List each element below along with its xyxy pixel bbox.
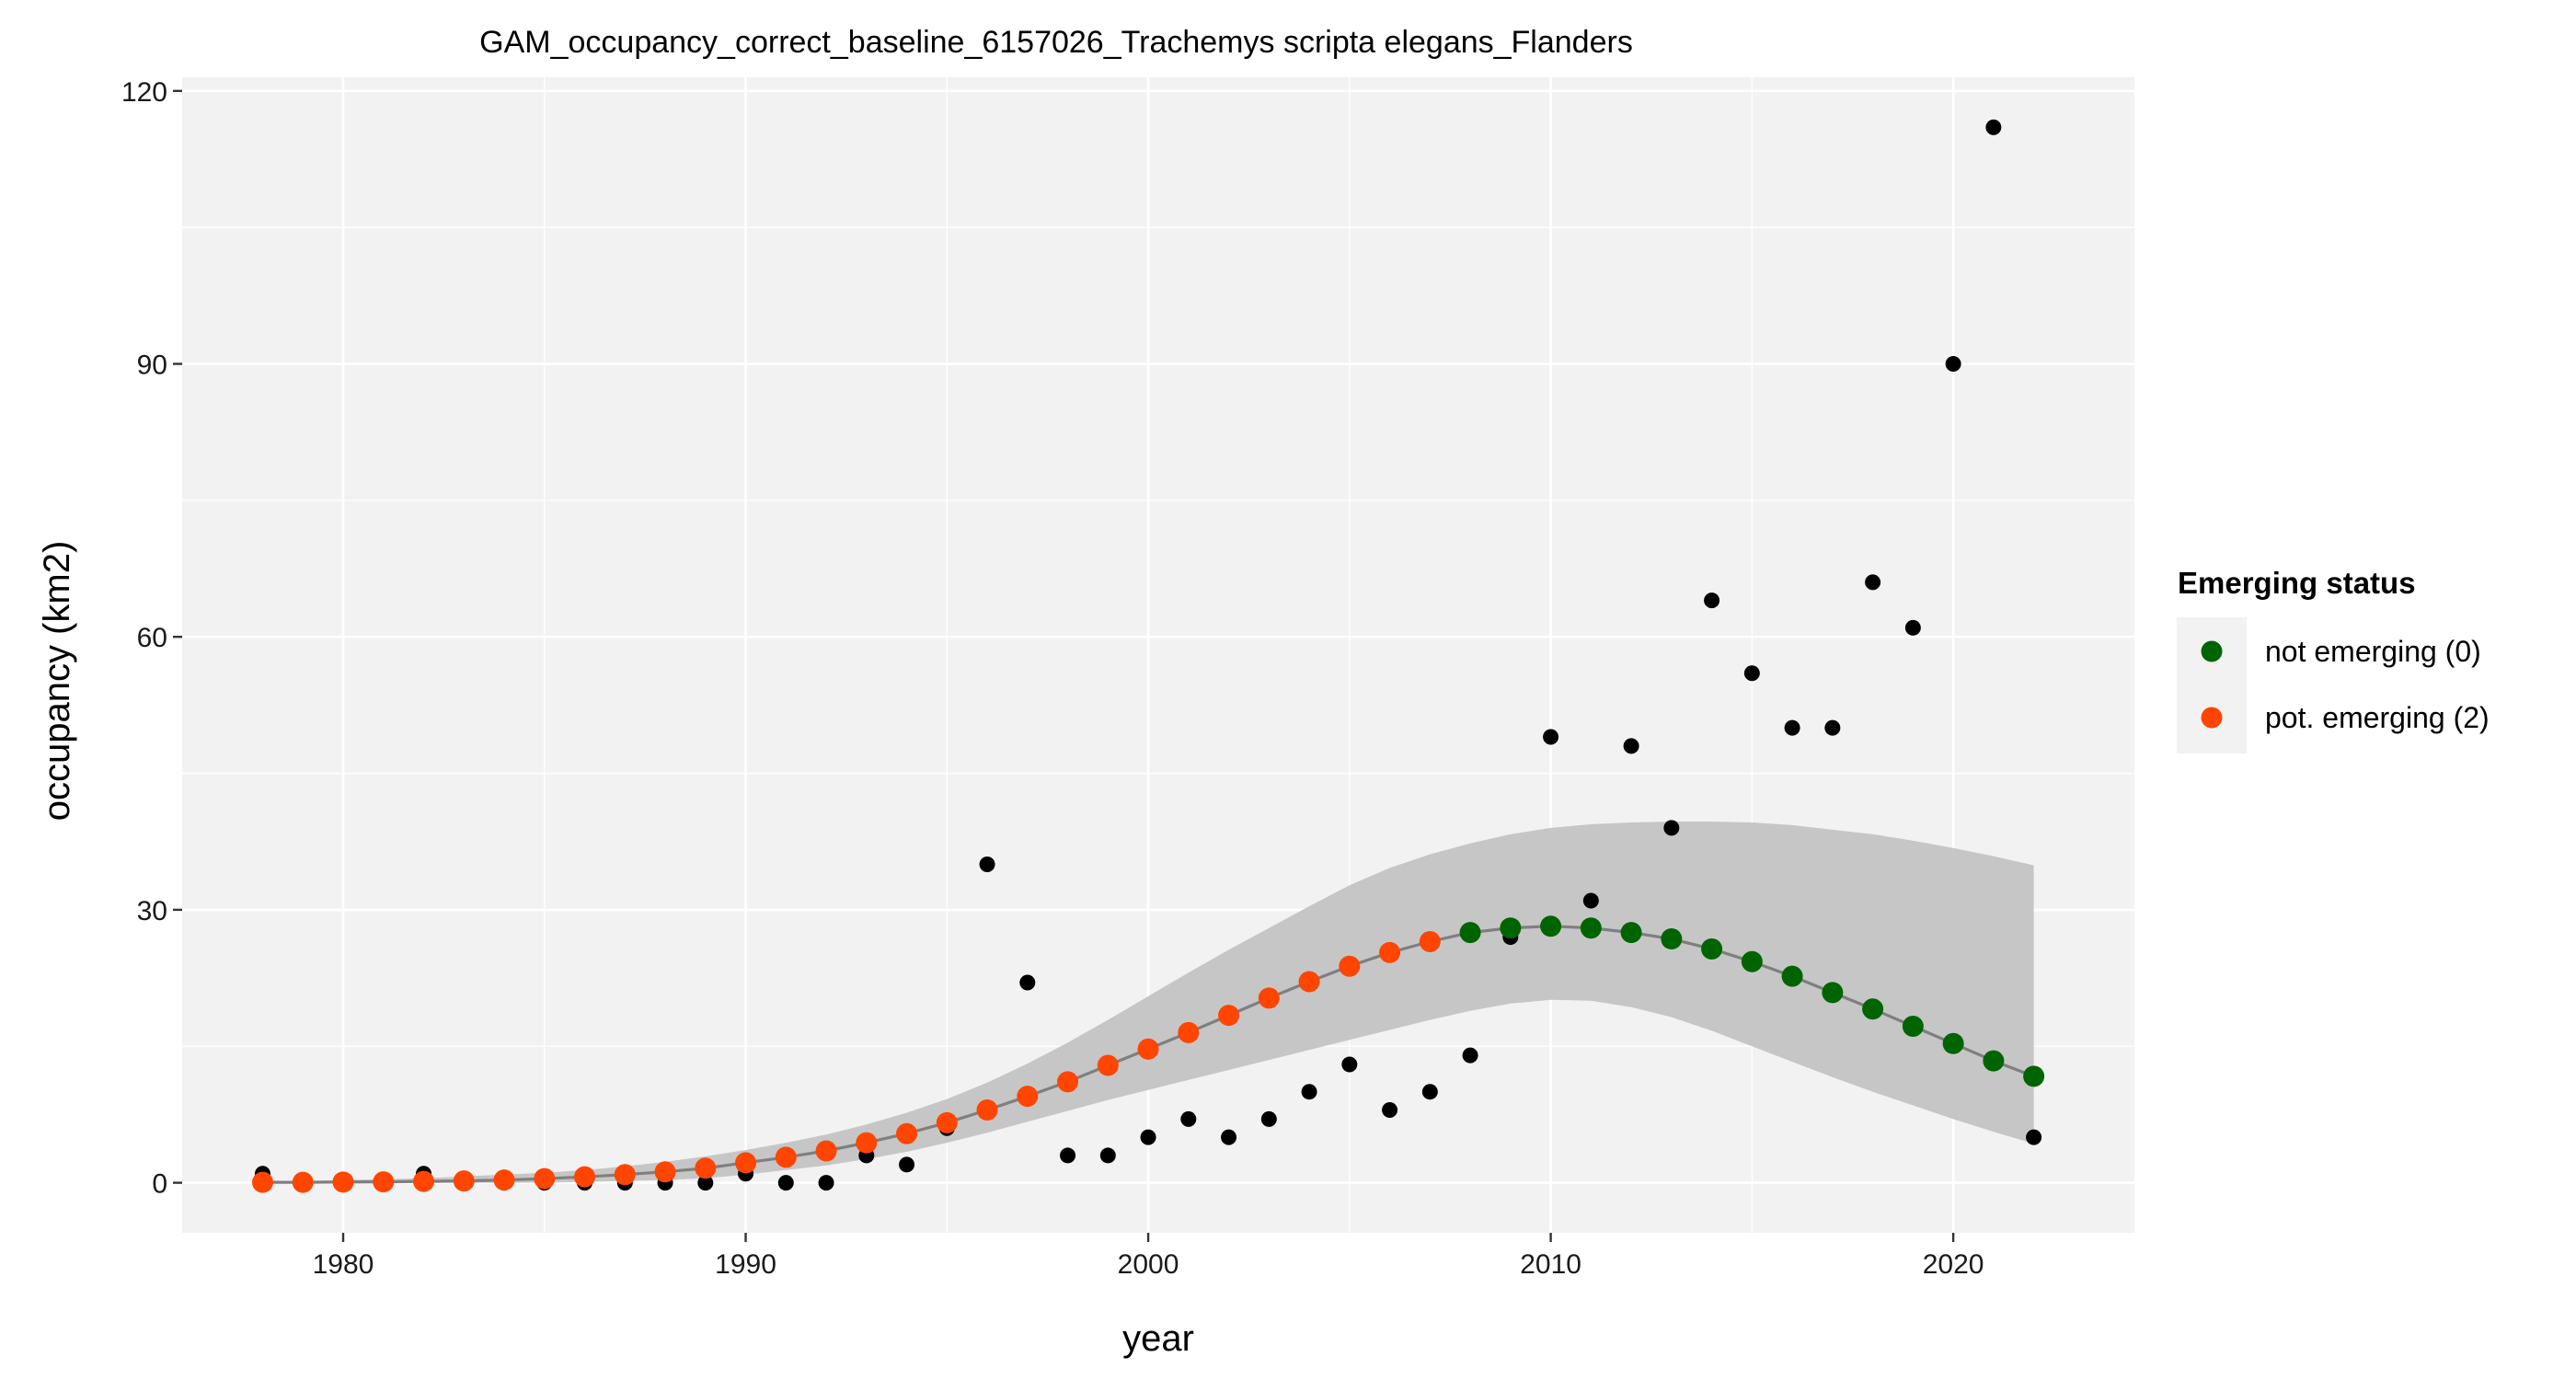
observed-point (1301, 1084, 1317, 1100)
emerging-status-point (1017, 1086, 1039, 1108)
emerging-status-point (252, 1171, 274, 1193)
y-tick-label: 60 (137, 623, 167, 653)
emerging-status-point (815, 1140, 837, 1162)
emerging-status-point (1258, 987, 1280, 1009)
emerging-status-point (1097, 1054, 1119, 1076)
y-tick-label: 120 (121, 77, 167, 108)
legend-title: Emerging status (2178, 566, 2416, 600)
emerging-status-point (654, 1161, 676, 1183)
emerging-status-point (1862, 998, 1884, 1020)
emerging-status-point (1218, 1005, 1240, 1027)
observed-point (1582, 892, 1599, 909)
observed-point (1784, 719, 1800, 736)
observed-point (1260, 1110, 1277, 1127)
observed-point (1904, 619, 1921, 636)
observed-point (2026, 1129, 2042, 1145)
x-tick-label: 2000 (1118, 1249, 1179, 1280)
observed-point (1945, 356, 1961, 373)
emerging-status-point (1540, 915, 1562, 937)
emerging-status-point (695, 1157, 717, 1179)
emerging-status-point (292, 1171, 314, 1193)
emerging-status-point (976, 1098, 998, 1121)
emerging-status-point (574, 1166, 596, 1188)
legend-key-background (2177, 617, 2247, 753)
x-tick-label: 1980 (313, 1249, 374, 1280)
legend: Emerging status not emerging (0) pot. eme… (2177, 566, 2490, 753)
confidence-ribbon (262, 822, 2034, 1183)
observed-point (1221, 1129, 1237, 1145)
x-axis-title: year (1122, 1318, 1194, 1359)
emerging-status-point (1580, 917, 1602, 939)
observed-point (1543, 729, 1559, 745)
emerging-status-point (1741, 950, 1763, 972)
emerging-status-point (1781, 965, 1803, 987)
emerging-status-point (1620, 922, 1642, 944)
x-tick-label: 1990 (715, 1249, 776, 1280)
observed-point (1865, 574, 1881, 591)
y-tick-label: 30 (137, 896, 167, 926)
observed-point (1623, 738, 1639, 754)
legend-entries: not emerging (0) pot. emerging (2) (2201, 635, 2490, 734)
emerging-status-point (373, 1171, 395, 1193)
emerging-status-point (775, 1146, 797, 1168)
emerging-status-point (413, 1170, 435, 1192)
chart-title: GAM_occupancy_correct_baseline_6157026_T… (479, 25, 1633, 60)
x-tick-label: 2010 (1520, 1249, 1581, 1280)
observed-point (1019, 974, 1036, 991)
observed-point (1462, 1047, 1478, 1064)
observed-point (1421, 1084, 1438, 1100)
emerging-status-point (493, 1169, 515, 1191)
legend-label: pot. emerging (2) (2265, 701, 2490, 734)
emerging-status-point (1902, 1016, 1924, 1038)
emerging-status-point (1459, 922, 1481, 944)
emerging-status-point (332, 1171, 354, 1193)
x-tick-label: 2020 (1923, 1249, 1984, 1280)
y-axis-title: occupancy (km2) (37, 541, 77, 822)
y-tick-label: 90 (137, 351, 167, 381)
emerging-status-point (1942, 1032, 1964, 1054)
observed-point (1743, 665, 1760, 682)
emerging-status-point (1057, 1071, 1079, 1093)
emerging-status-point (614, 1164, 636, 1186)
observed-point (1341, 1056, 1358, 1073)
legend-key-pot-emerging (2201, 707, 2223, 729)
emerging-status-point (453, 1170, 475, 1192)
y-tick-label: 0 (152, 1169, 167, 1200)
emerging-status-point (1701, 937, 1723, 960)
observed-point (1824, 719, 1841, 736)
observed-point (818, 1175, 834, 1191)
emerging-status-point (1419, 931, 1441, 953)
emerging-status-point (856, 1132, 878, 1154)
emerging-status-point (1339, 955, 1361, 977)
emerging-status-point (1379, 941, 1401, 963)
observed-point (1060, 1147, 1076, 1164)
emerging-status-point (936, 1111, 958, 1133)
emerging-status-point (1178, 1021, 1200, 1043)
emerging-status-point (1137, 1038, 1159, 1060)
emerging-status-point (534, 1167, 556, 1190)
emerging-status-point (1500, 917, 1522, 939)
observed-point (1099, 1147, 1116, 1164)
observed-point (1382, 1101, 1398, 1118)
emerging-status-point (896, 1122, 918, 1144)
emerging-status-point (1661, 928, 1683, 950)
emerging-status-point (1298, 971, 1320, 993)
observed-point (777, 1175, 794, 1191)
observed-point (697, 1175, 714, 1191)
observed-point (979, 856, 995, 872)
emerging-status-point (2023, 1065, 2045, 1087)
plot-panel (182, 77, 2134, 1233)
observed-point (899, 1156, 915, 1173)
observed-point (1140, 1129, 1156, 1145)
observed-point (1663, 820, 1680, 836)
legend-key-not-emerging (2201, 640, 2223, 662)
observed-point (1985, 119, 2002, 135)
emerging-status-point (1983, 1050, 2005, 1072)
legend-label: not emerging (0) (2265, 635, 2481, 668)
emerging-status-point (1822, 982, 1844, 1004)
observed-point (1180, 1110, 1197, 1127)
emerging-status-point (735, 1152, 757, 1174)
observed-point (1704, 592, 1720, 609)
